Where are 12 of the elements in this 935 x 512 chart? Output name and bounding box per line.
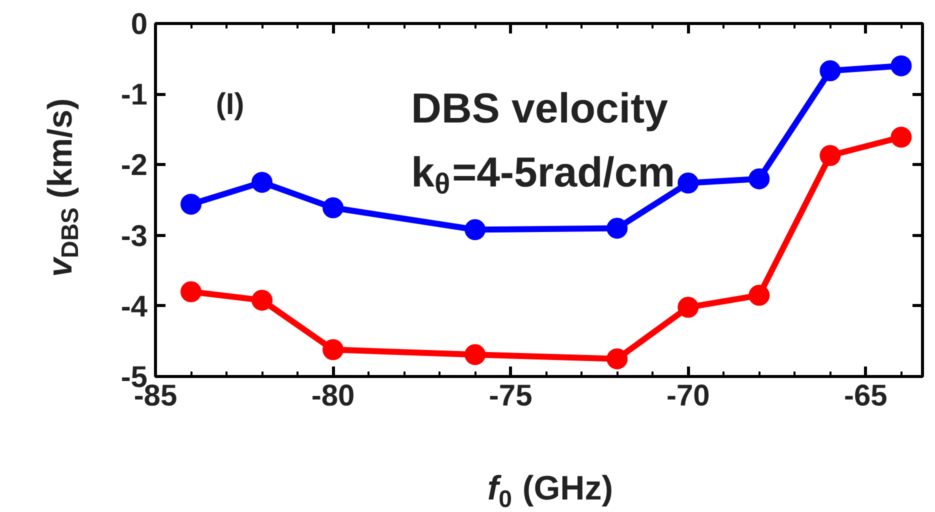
x-tick-label: -75 <box>488 380 532 412</box>
y-tick-label: -1 <box>120 78 148 112</box>
y-tick-label: 0 <box>130 8 148 41</box>
x-tick-label: -70 <box>666 380 710 412</box>
x-tick-label: -65 <box>844 380 888 412</box>
y-tick-label: -4 <box>120 290 148 324</box>
y-tick-label: -2 <box>120 149 148 182</box>
x-tick-label: -80 <box>311 380 355 412</box>
y-tick-label: -3 <box>120 220 148 253</box>
y-axis-title: vDBS (km/s) <box>42 98 84 278</box>
annotation: (I) <box>216 88 244 122</box>
annotation: DBS velocity <box>411 84 669 132</box>
